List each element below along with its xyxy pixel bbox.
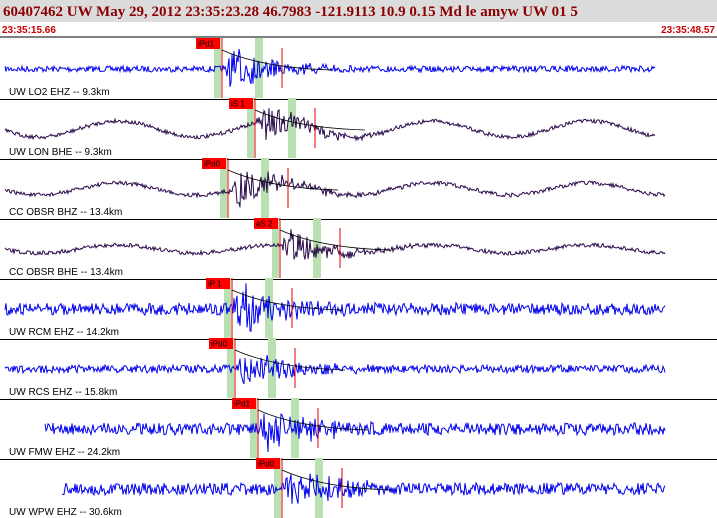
green-band	[274, 458, 281, 518]
pick-label: iS 1	[231, 100, 245, 109]
header-bar	[0, 0, 717, 22]
waveform	[44, 413, 666, 453]
trace-label: UW RCM EHZ -- 14.2km	[9, 327, 119, 338]
event-title: 60407462 UW May 29, 2012 23:35:23.28 46.…	[3, 4, 578, 20]
green-band	[315, 458, 323, 518]
pick-box	[202, 158, 226, 169]
trace-label: UW LO2 EHZ -- 9.3km	[9, 87, 110, 98]
pick-box	[229, 98, 253, 109]
pick-label: iPd1	[198, 40, 215, 49]
trace-label: CC OBSR BHZ -- 13.4km	[9, 207, 122, 218]
end-time: 23:35:48.57	[661, 25, 715, 36]
pick-label: iPd0	[204, 160, 221, 169]
green-band	[214, 38, 221, 98]
pick-box	[206, 278, 230, 289]
pick-label: iPd1	[234, 400, 251, 409]
trace-label: UW LON BHE -- 9.3km	[9, 147, 112, 158]
waveform	[4, 49, 656, 87]
green-band	[227, 338, 234, 398]
travel-curve	[231, 289, 343, 311]
trace-label: UW WPW EHZ -- 30.6km	[9, 507, 122, 518]
travel-curve	[221, 49, 333, 71]
green-band	[291, 398, 299, 458]
green-band	[220, 158, 227, 218]
travel-curve	[227, 169, 339, 191]
travel-curve	[279, 229, 391, 251]
travel-curve	[234, 349, 346, 371]
trace-label: UW FMW EHZ -- 24.2km	[9, 447, 120, 458]
travel-curve	[257, 409, 369, 431]
waveform	[4, 171, 666, 208]
pick-box	[232, 398, 256, 409]
pick-box	[254, 218, 278, 229]
pick-box	[196, 38, 220, 49]
pick-label: eS 2	[256, 220, 273, 229]
trace-label: UW RCS EHZ -- 15.8km	[9, 387, 117, 398]
pick-label: iPd0	[211, 340, 228, 349]
waveform	[4, 108, 656, 142]
start-time: 23:35:15.66	[2, 25, 56, 36]
green-band	[272, 218, 279, 278]
green-band	[261, 158, 269, 218]
travel-curve	[254, 109, 366, 131]
green-band	[265, 278, 273, 338]
trace-label: CC OBSR BHE -- 13.4km	[9, 267, 123, 278]
green-band	[288, 98, 296, 158]
waveform	[62, 473, 666, 504]
pick-box	[209, 338, 233, 349]
waveform	[4, 355, 666, 385]
pick-label: iP 1	[208, 280, 222, 289]
pick-label: iPd0	[258, 460, 275, 469]
waveform	[4, 283, 666, 332]
pick-box	[256, 458, 280, 469]
travel-curve	[281, 469, 393, 491]
waveform	[4, 229, 666, 260]
green-band	[247, 98, 254, 158]
